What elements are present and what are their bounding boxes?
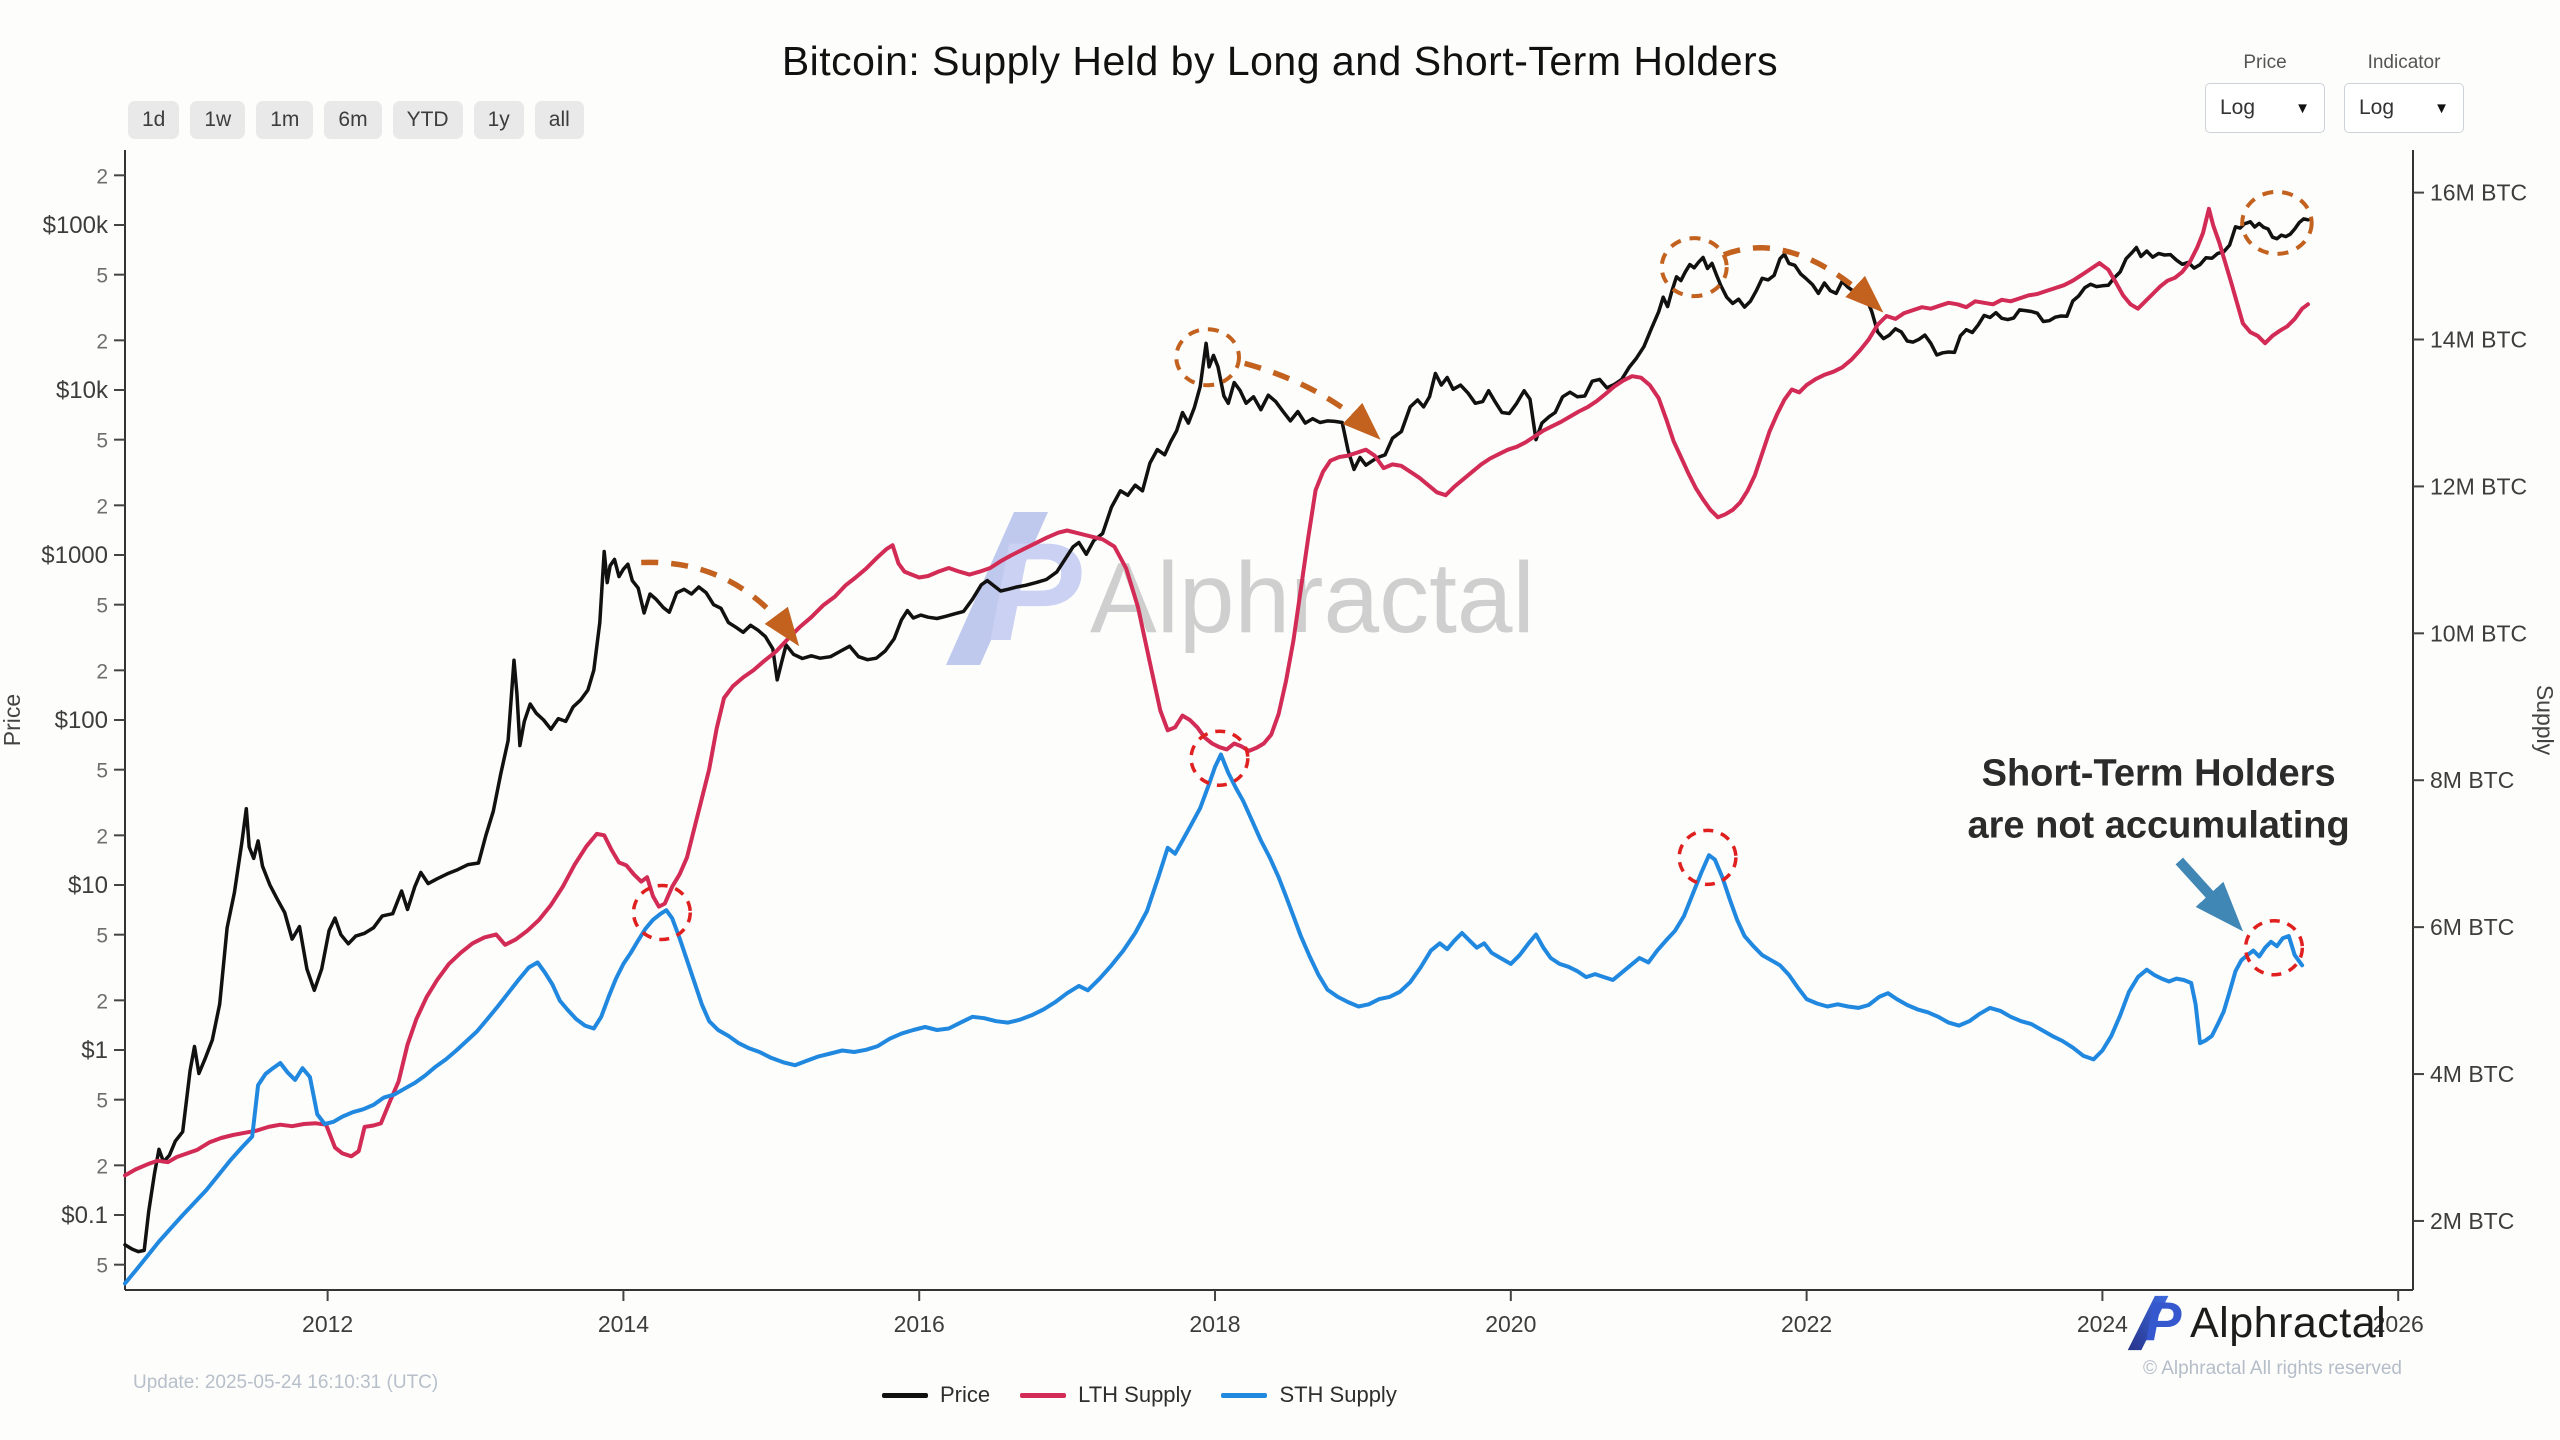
svg-text:8M BTC: 8M BTC bbox=[2430, 767, 2514, 793]
dashed-circle-price-peak bbox=[1659, 236, 1729, 299]
series-line-lth-supply bbox=[123, 206, 2310, 1178]
svg-text:5: 5 bbox=[96, 430, 108, 453]
svg-text:2020: 2020 bbox=[1485, 1311, 1536, 1337]
svg-text:$10k: $10k bbox=[56, 377, 109, 404]
indicator-scale-select[interactable]: Log ▼ bbox=[2344, 83, 2464, 133]
svg-text:5: 5 bbox=[96, 760, 108, 783]
dashed-circle-sth-peak bbox=[631, 883, 692, 942]
series bbox=[123, 206, 2310, 1286]
dashed-circle-price-peak bbox=[2240, 189, 2314, 256]
indicator-scale-selector-group: Indicator Log ▼ bbox=[2344, 52, 2464, 133]
legend-swatch bbox=[1020, 1392, 1067, 1398]
svg-text:5: 5 bbox=[96, 595, 108, 618]
series-line-sth-supply bbox=[123, 752, 2305, 1286]
dashed-circle-price-peak bbox=[1174, 327, 1241, 388]
svg-text:16M BTC: 16M BTC bbox=[2430, 180, 2527, 206]
svg-text:4M BTC: 4M BTC bbox=[2430, 1061, 2514, 1087]
y-axis-label-supply: Supply bbox=[2532, 685, 2558, 756]
svg-text:2012: 2012 bbox=[302, 1311, 353, 1337]
brand-name: Alphractal bbox=[2190, 1298, 2387, 1347]
dashed-trend-arrow bbox=[641, 559, 800, 647]
svg-text:$0.1: $0.1 bbox=[61, 1202, 108, 1229]
axes: 2 $100k 5 2 $10k 5 2 $1000 5 2 $100 5 2 $10 5 2 $1 5 2 $0.1… bbox=[0, 150, 2558, 1337]
dashed-circle-sth-peak bbox=[2243, 918, 2305, 977]
svg-text:2: 2 bbox=[96, 330, 108, 353]
brand-block: P Alphractal © Alphractal All rights res… bbox=[2120, 1292, 2402, 1380]
range-button-1y[interactable]: 1y bbox=[473, 101, 524, 139]
svg-text:$100: $100 bbox=[55, 707, 108, 734]
alphractal-logo-icon: P bbox=[2127, 1292, 2182, 1352]
svg-text:2: 2 bbox=[96, 660, 108, 683]
svg-text:2: 2 bbox=[96, 1155, 108, 1178]
svg-text:P: P bbox=[2145, 1292, 2182, 1352]
update-timestamp: Update: 2025-05-24 16:10:31 (UTC) bbox=[133, 1372, 439, 1393]
svg-text:2026: 2026 bbox=[2373, 1311, 2424, 1337]
plot-area[interactable] bbox=[125, 150, 2413, 1290]
svg-text:2018: 2018 bbox=[1189, 1311, 1240, 1337]
legend-swatch bbox=[1221, 1392, 1268, 1398]
caret-down-icon: ▼ bbox=[2295, 99, 2310, 117]
svg-text:$10: $10 bbox=[68, 872, 108, 899]
svg-text:$1: $1 bbox=[81, 1037, 108, 1064]
legend-label: STH Supply bbox=[1279, 1382, 1397, 1407]
svg-text:2: 2 bbox=[96, 825, 108, 848]
y-axis-label-price: Price bbox=[0, 694, 25, 746]
svg-text:5: 5 bbox=[96, 925, 108, 948]
indicator-selector-label: Indicator bbox=[2367, 52, 2441, 73]
price-scale-select[interactable]: Log ▼ bbox=[2205, 83, 2325, 133]
svg-text:$100k: $100k bbox=[43, 212, 109, 239]
callout-text-line1: Short-Term Holders bbox=[1982, 752, 2336, 794]
svg-text:12M BTC: 12M BTC bbox=[2430, 473, 2527, 499]
range-button-YTD[interactable]: YTD bbox=[392, 101, 463, 139]
annotations: Short-Term Holders are not accumulating bbox=[631, 189, 2350, 977]
range-button-1m[interactable]: 1m bbox=[256, 101, 314, 139]
svg-text:2: 2 bbox=[96, 990, 108, 1013]
callout-text-line2: are not accumulating bbox=[1968, 805, 2350, 847]
svg-text:5: 5 bbox=[96, 265, 108, 288]
time-range-buttons: 1d 1w 1m 6m YTD 1y all bbox=[128, 101, 584, 139]
legend-item-sth-supply[interactable]: STH Supply bbox=[1221, 1382, 1397, 1408]
series-line-price bbox=[123, 217, 2310, 1254]
range-button-all[interactable]: all bbox=[534, 101, 584, 139]
caret-down-icon: ▼ bbox=[2434, 99, 2449, 117]
range-button-1w[interactable]: 1w bbox=[190, 101, 246, 139]
copyright-text: © Alphractal All rights reserved bbox=[2142, 1358, 2402, 1379]
chart-legend: Price LTH Supply STH Supply bbox=[882, 1382, 1397, 1408]
legend-label: LTH Supply bbox=[1078, 1382, 1192, 1407]
svg-text:14M BTC: 14M BTC bbox=[2430, 327, 2527, 353]
legend-item-lth-supply[interactable]: LTH Supply bbox=[1020, 1382, 1191, 1408]
callout-arrow-icon bbox=[2175, 857, 2244, 932]
price-scale-value: Log bbox=[2220, 96, 2256, 119]
page-title: Bitcoin: Supply Held by Long and Short-T… bbox=[781, 38, 1779, 84]
range-button-1d[interactable]: 1d bbox=[128, 101, 180, 139]
svg-text:5: 5 bbox=[96, 1255, 108, 1278]
legend-label: Price bbox=[940, 1382, 991, 1407]
svg-text:10M BTC: 10M BTC bbox=[2430, 620, 2527, 646]
dashed-trend-arrow bbox=[1243, 360, 1381, 440]
range-button-6m[interactable]: 6m bbox=[324, 101, 382, 139]
svg-text:2024: 2024 bbox=[2077, 1311, 2128, 1337]
svg-text:2: 2 bbox=[96, 165, 108, 188]
price-scale-selector-group: Price Log ▼ bbox=[2205, 52, 2325, 133]
legend-item-price[interactable]: Price bbox=[882, 1382, 990, 1408]
dashed-circle-sth-peak bbox=[1677, 828, 1738, 887]
legend-swatch bbox=[882, 1392, 928, 1398]
svg-text:2: 2 bbox=[96, 495, 108, 518]
indicator-scale-value: Log bbox=[2359, 96, 2395, 119]
price-selector-label: Price bbox=[2243, 52, 2287, 73]
svg-text:Alphractal: Alphractal bbox=[1090, 542, 1535, 654]
dashed-circle-sth-peak bbox=[1189, 729, 1250, 787]
svg-text:$1000: $1000 bbox=[41, 542, 108, 569]
svg-text:2022: 2022 bbox=[1781, 1311, 1832, 1337]
svg-text:2014: 2014 bbox=[598, 1311, 649, 1337]
dashed-trend-arrow bbox=[1722, 245, 1884, 313]
svg-text:2016: 2016 bbox=[894, 1311, 945, 1337]
svg-text:5: 5 bbox=[96, 1090, 108, 1113]
svg-text:6M BTC: 6M BTC bbox=[2430, 914, 2514, 940]
svg-text:2M BTC: 2M BTC bbox=[2430, 1208, 2514, 1234]
